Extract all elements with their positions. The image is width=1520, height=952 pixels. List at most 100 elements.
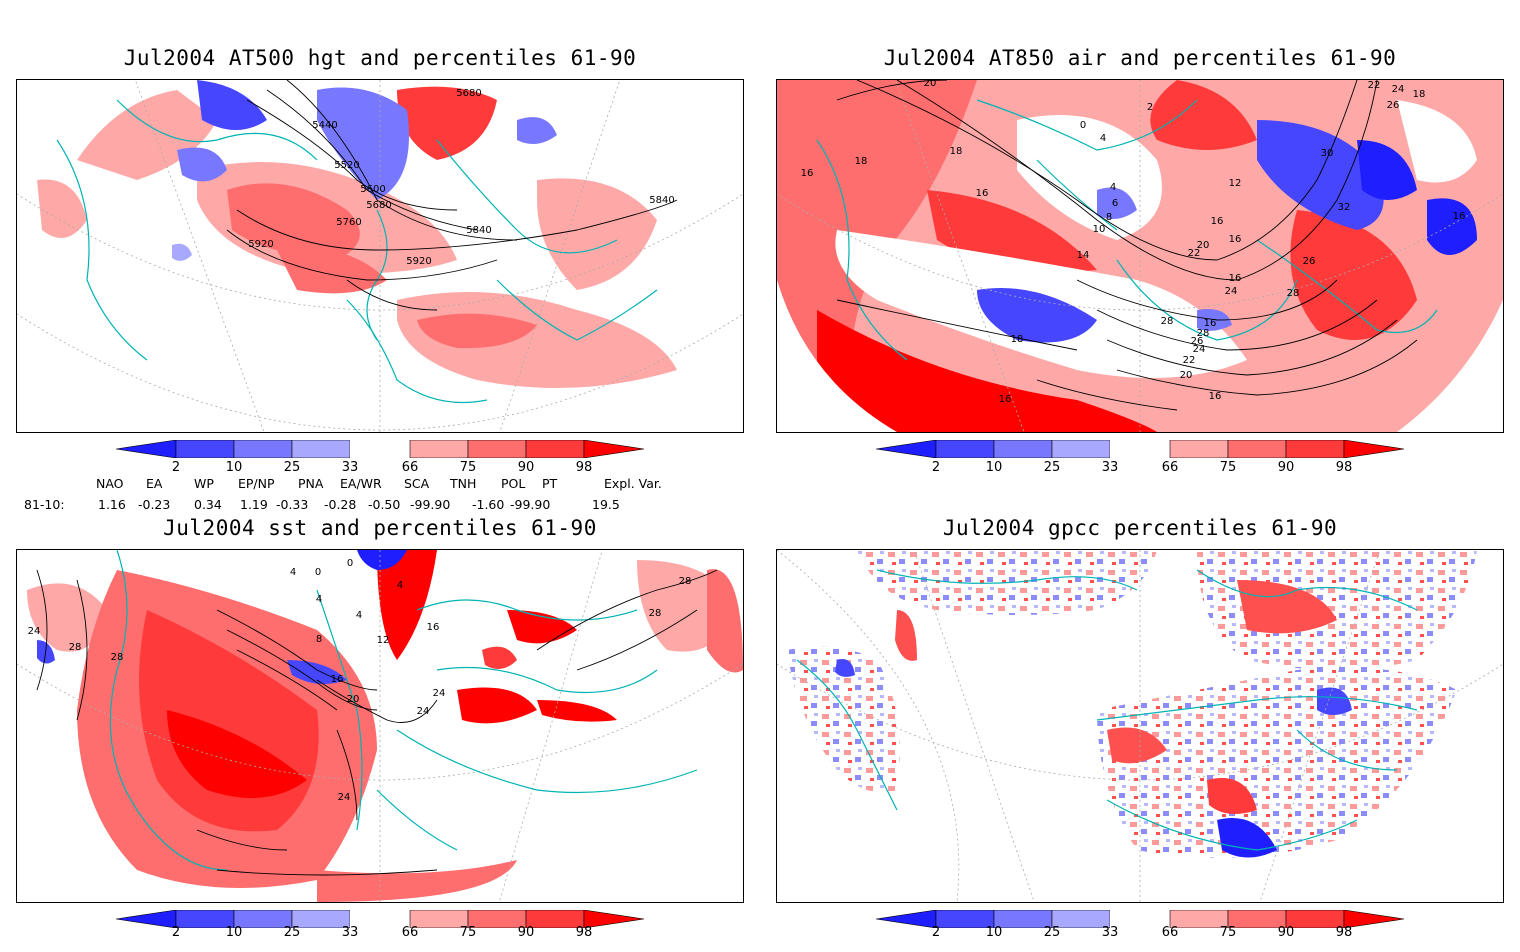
contour-label: 4 bbox=[316, 594, 322, 605]
contour-label: 5440 bbox=[312, 120, 337, 131]
contour-label: 12 bbox=[377, 635, 390, 646]
shade-red bbox=[895, 610, 917, 661]
panel-title-gpcc: Jul2004 gpcc percentiles 61-90 bbox=[942, 516, 1338, 540]
shade-red bbox=[397, 86, 497, 160]
index-header: EP/NP bbox=[238, 476, 275, 491]
contour-label: 4 bbox=[356, 610, 362, 621]
index-value: -99.90 bbox=[510, 497, 551, 512]
contour-label: 16 bbox=[976, 188, 989, 199]
map-gpcc bbox=[776, 549, 1504, 903]
contour-label: 20 bbox=[347, 694, 360, 705]
colorbar-tick: 10 bbox=[985, 460, 1003, 475]
colorbar-tick: 2 bbox=[171, 460, 181, 475]
index-value: -99.90 bbox=[410, 497, 451, 512]
colorbar-tick: 66 bbox=[1161, 925, 1179, 940]
shade-blue bbox=[1427, 198, 1477, 255]
colorbar-tick: 98 bbox=[575, 460, 593, 475]
shade-blue bbox=[287, 660, 347, 684]
shade-red bbox=[1107, 727, 1167, 764]
colorbar-tick: 75 bbox=[1219, 460, 1237, 475]
map-air-850: 20 2 22 24 26 18 18 0 4 16 16 18 4 6 8 1… bbox=[776, 79, 1504, 433]
shade-red bbox=[317, 860, 517, 902]
shade-blue bbox=[1097, 187, 1137, 219]
contour-label: 30 bbox=[1321, 148, 1334, 159]
shade-mid-red bbox=[417, 313, 537, 349]
contour-label: 4 bbox=[1110, 182, 1116, 193]
colorbar-tick: 75 bbox=[459, 925, 477, 940]
colorbar-gpcc: 2 10 25 33 66 75 90 98 bbox=[875, 909, 1405, 952]
colorbar-tick: 75 bbox=[1219, 925, 1237, 940]
contour-label: 16 bbox=[1229, 273, 1242, 284]
shade-blue bbox=[317, 87, 409, 200]
contour-label: 5920 bbox=[406, 256, 431, 267]
contour-label: 18 bbox=[855, 156, 868, 167]
colorbar-tick: 33 bbox=[1101, 925, 1119, 940]
shade-blue bbox=[1357, 140, 1417, 200]
contour-label: 26 bbox=[1303, 256, 1316, 267]
contour-label: 14 bbox=[1077, 250, 1090, 261]
contour-label: 24 bbox=[338, 792, 351, 803]
contour-label: 16 bbox=[999, 394, 1012, 405]
index-value: -0.23 bbox=[138, 497, 171, 512]
contour-label: 5840 bbox=[649, 195, 674, 206]
contour-label: 22 bbox=[1188, 248, 1201, 259]
index-header: NAO bbox=[96, 476, 124, 491]
contour-label: 16 bbox=[331, 674, 344, 685]
colorbar-tick: 66 bbox=[401, 925, 419, 940]
contour-label: 24 bbox=[28, 626, 41, 637]
colorbar-tick: 25 bbox=[283, 460, 301, 475]
contour-label: 28 bbox=[1161, 316, 1174, 327]
contour-label: 16 bbox=[1204, 318, 1217, 329]
colorbar-sst: 2 10 25 33 66 75 90 98 bbox=[115, 909, 645, 952]
contour-label: 5920 bbox=[248, 239, 273, 250]
contour-label: 4 bbox=[1100, 133, 1106, 144]
contour-label: 5760 bbox=[336, 217, 361, 228]
contour-label: 12 bbox=[1229, 178, 1242, 189]
index-value: 0.34 bbox=[194, 497, 222, 512]
colorbar-tick: 90 bbox=[1277, 925, 1295, 940]
contour-label: 24 bbox=[417, 706, 430, 717]
shade-red bbox=[507, 610, 577, 644]
domain-edge bbox=[17, 260, 743, 432]
contour-label: 28 bbox=[679, 576, 692, 587]
shade-red bbox=[1237, 580, 1337, 634]
domain-edge bbox=[1337, 700, 1503, 902]
teleconnection-indices: NAO EA WP EP/NP PNA EA/WR SCA TNH POL PT… bbox=[0, 476, 760, 516]
index-value: 1.16 bbox=[98, 497, 126, 512]
contour-label: 28 bbox=[649, 608, 662, 619]
contour-label: 28 bbox=[111, 652, 124, 663]
precip-speckle bbox=[787, 646, 900, 793]
colorbar-tick: 33 bbox=[341, 925, 359, 940]
contour-label: 5680 bbox=[456, 88, 481, 99]
contour-label: 32 bbox=[1338, 202, 1351, 213]
contour-label: 24 bbox=[433, 688, 446, 699]
shade-blue bbox=[1217, 818, 1277, 858]
colorbar-tick: 66 bbox=[1161, 460, 1179, 475]
shade-red bbox=[817, 310, 1157, 432]
contour-label: 0 bbox=[1080, 120, 1086, 131]
colorbar-tick: 25 bbox=[1043, 925, 1061, 940]
shade-blue bbox=[835, 659, 855, 677]
index-value: -1.60 bbox=[472, 497, 505, 512]
shade-light-red bbox=[37, 179, 87, 238]
contour-label: 16 bbox=[427, 622, 440, 633]
shade-light-red bbox=[707, 569, 743, 673]
shade-mid-red bbox=[227, 183, 360, 260]
contour-label: 2 bbox=[1147, 102, 1153, 113]
contour-label: 10 bbox=[1093, 224, 1106, 235]
shade-red bbox=[167, 710, 307, 798]
contour-label: 4 bbox=[290, 567, 296, 578]
index-value: 19.5 bbox=[592, 497, 620, 512]
contour-label: 22 bbox=[1368, 80, 1381, 91]
colorbar-tick: 2 bbox=[931, 925, 941, 940]
contour-label: 0 bbox=[315, 567, 321, 578]
shade-blue bbox=[977, 288, 1097, 343]
contour-label: 16 bbox=[1453, 211, 1466, 222]
precip-speckle bbox=[1097, 667, 1457, 858]
colorbar-tick: 90 bbox=[517, 925, 535, 940]
panel-title-hgt: Jul2004 AT500 hgt and percentiles 61-90 bbox=[123, 46, 637, 70]
contour-label: 5840 bbox=[466, 225, 491, 236]
shade-red bbox=[377, 550, 437, 660]
colorbar-tick: 75 bbox=[459, 460, 477, 475]
colorbar-tick: 98 bbox=[1335, 925, 1353, 940]
